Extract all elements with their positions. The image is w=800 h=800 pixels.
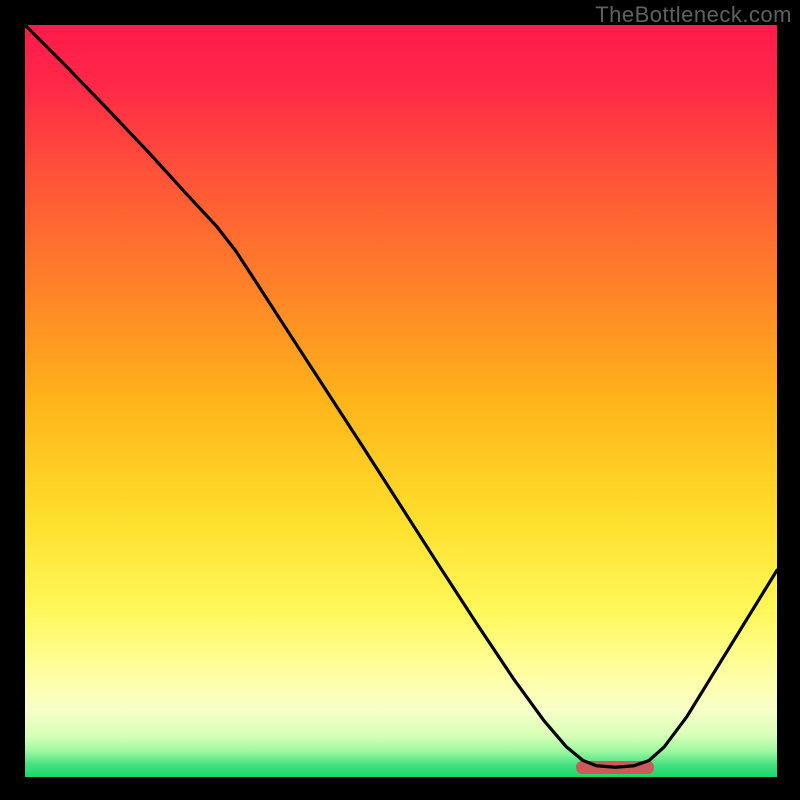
bottleneck-curve <box>25 25 777 777</box>
chart-canvas: TheBottleneck.com <box>0 0 800 800</box>
plot-area <box>25 25 777 777</box>
watermark-text: TheBottleneck.com <box>595 2 792 28</box>
